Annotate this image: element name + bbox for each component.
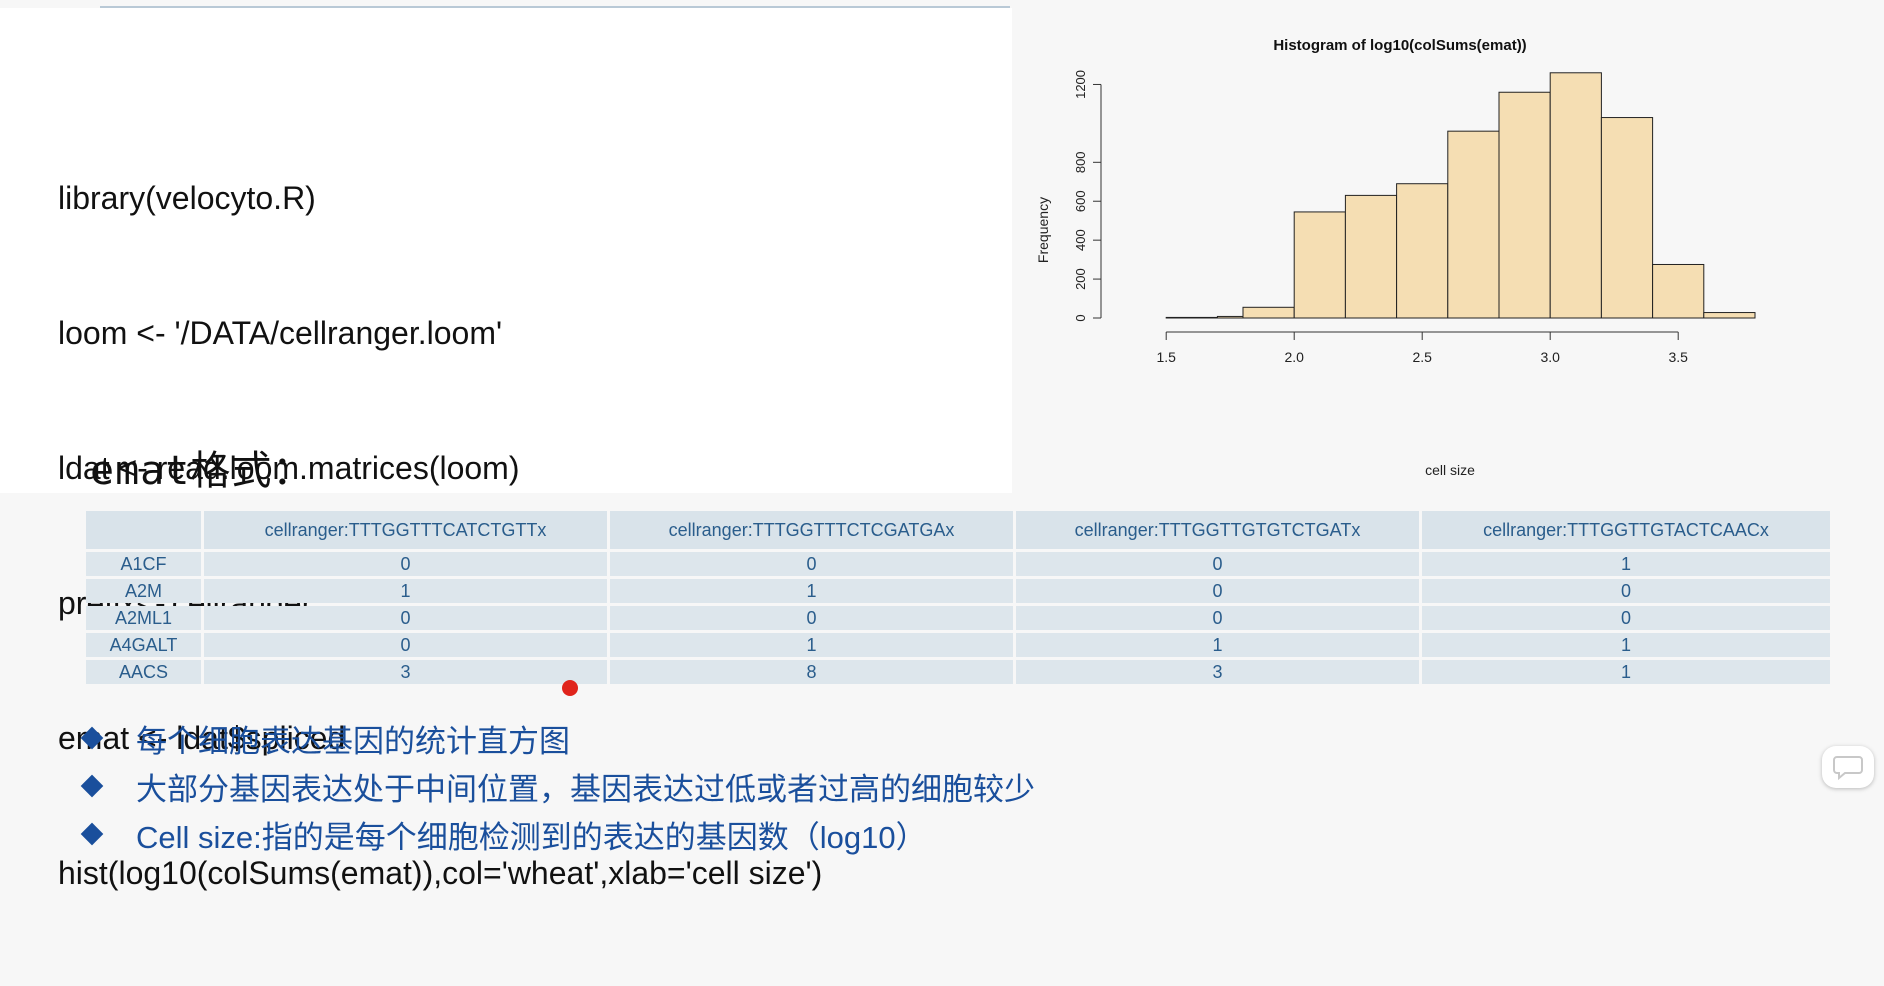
bullet-item: 大部分基因表达处于中间位置，基因表达过低或者过高的细胞较少 (80, 762, 1035, 810)
table-cell: 0 (1016, 552, 1422, 576)
table-cell: 0 (1016, 606, 1422, 630)
table-cell: 1 (1422, 552, 1830, 576)
histogram-svg: Histogram of log10(colSums(emat)) cell s… (1035, 37, 1756, 478)
y-axis-label: Frequency (1035, 197, 1051, 263)
table-cell: 1 (1422, 633, 1830, 657)
y-axis: 0 200 400 600 800 1200 (1073, 70, 1102, 322)
y-tick-label: 0 (1073, 314, 1088, 321)
bullet-text: Cell size:指的是每个细胞检测到的表达的基因数（log10） (136, 819, 927, 855)
gene-name-cell: A4GALT (86, 633, 204, 657)
histogram-bar (1293, 211, 1346, 319)
code-panel: library(velocyto.R) loom <- '/DATA/cellr… (0, 8, 1012, 891)
bullet-item: Cell size:指的是每个细胞检测到的表达的基因数（log10） (80, 810, 1035, 858)
table-row: A1CF 0 0 0 1 (86, 552, 1830, 576)
histogram-bar (1447, 130, 1500, 319)
table-row: A4GALT 0 1 1 1 (86, 633, 1830, 657)
table-cell: 8 (610, 660, 1016, 684)
histogram-chart: Histogram of log10(colSums(emat)) cell s… (1020, 20, 1780, 490)
gene-name-cell: AACS (86, 660, 204, 684)
histogram-bar (1652, 263, 1705, 319)
table-header-cell: cellranger:TTTGGTTTCTCGATGAx (610, 511, 1016, 549)
table-header-row: cellranger:TTTGGTTTCATCTGTTx cellranger:… (86, 511, 1830, 549)
table-cell: 0 (204, 552, 610, 576)
histogram-bar (1600, 117, 1654, 319)
histogram-bar (1549, 72, 1602, 319)
histogram-bar (1165, 316, 1218, 319)
chat-bubble-glyph (1833, 756, 1863, 780)
histogram-bar (1344, 194, 1398, 319)
histogram-bar (1216, 315, 1244, 319)
table-cell: 1 (1422, 660, 1830, 684)
histogram-bar (1498, 91, 1551, 319)
y-tick-label: 400 (1073, 229, 1088, 251)
table-cell: 0 (610, 606, 1016, 630)
code-line: library(velocyto.R) (58, 180, 316, 216)
bullet-text: 大部分基因表达处于中间位置，基因表达过低或者过高的细胞较少 (136, 771, 1035, 807)
table-row: A2M 1 1 0 0 (86, 579, 1830, 603)
top-divider (100, 6, 1010, 8)
x-tick-label: 3.0 (1540, 349, 1560, 365)
x-tick-label: 3.5 (1668, 349, 1688, 365)
emat-table: cellranger:TTTGGTTTCATCTGTTx cellranger:… (86, 508, 1830, 687)
histogram-bar (1242, 306, 1295, 319)
table-cell: 0 (204, 633, 610, 657)
code-line: emat <- ldat$spliced (58, 720, 346, 756)
chat-bubble-icon[interactable] (1822, 746, 1874, 788)
histogram-bar (1703, 312, 1756, 319)
table-cell: 1 (610, 633, 1016, 657)
table-header-cell: cellranger:TTTGGTTGTGTCTGATx (1016, 511, 1422, 549)
gene-name-cell: A2M (86, 579, 204, 603)
diamond-bullet-icon (80, 726, 104, 750)
gene-name-cell: A2ML1 (86, 606, 204, 630)
table-cell: 1 (1016, 633, 1422, 657)
table-cell: 0 (1422, 606, 1830, 630)
table-row: A2ML1 0 0 0 0 (86, 606, 1830, 630)
table-cell: 1 (204, 579, 610, 603)
red-dot-icon (562, 680, 578, 696)
x-axis-label: cell size (1425, 462, 1475, 478)
code-line: ldat <- read.loom.matrices(loom) (58, 450, 520, 486)
y-tick-label: 600 (1073, 190, 1088, 212)
x-tick-label: 2.5 (1412, 349, 1432, 365)
gene-name-cell: A1CF (86, 552, 204, 576)
chart-title: Histogram of log10(colSums(emat)) (1273, 37, 1526, 54)
diamond-bullet-icon (80, 822, 104, 846)
x-tick-label: 2.0 (1284, 349, 1304, 365)
bullet-item: 每个细胞表达基因的统计直方图 (80, 714, 1035, 762)
y-tick-label: 200 (1073, 268, 1088, 290)
table-row: AACS 3 8 3 1 (86, 660, 1830, 684)
table-header-cell (86, 511, 204, 549)
table-cell: 3 (1016, 660, 1422, 684)
histogram-bar (1396, 183, 1449, 319)
bullet-text: 每个细胞表达基因的统计直方图 (136, 723, 570, 759)
table-cell: 0 (610, 552, 1016, 576)
bullet-list: 每个细胞表达基因的统计直方图 大部分基因表达处于中间位置，基因表达过低或者过高的… (80, 714, 1035, 858)
y-tick-label: 800 (1073, 151, 1088, 173)
bars-layer (1165, 72, 1756, 319)
table-cell: 1 (610, 579, 1016, 603)
table-cell: 3 (204, 660, 610, 684)
table-cell: 0 (204, 606, 610, 630)
section-title: emat格式： (90, 448, 314, 494)
y-tick-label: 1200 (1073, 70, 1088, 99)
table-cell: 0 (1422, 579, 1830, 603)
x-axis: 1.5 2.0 2.5 3.0 3.5 (1156, 331, 1688, 365)
table-header-cell: cellranger:TTTGGTTTCATCTGTTx (204, 511, 610, 549)
diamond-bullet-icon (80, 774, 104, 798)
code-line: loom <- '/DATA/cellranger.loom' (58, 315, 503, 351)
table-header-cell: cellranger:TTTGGTTGTACTCAACx (1422, 511, 1830, 549)
table-cell: 0 (1016, 579, 1422, 603)
x-tick-label: 1.5 (1156, 349, 1176, 365)
